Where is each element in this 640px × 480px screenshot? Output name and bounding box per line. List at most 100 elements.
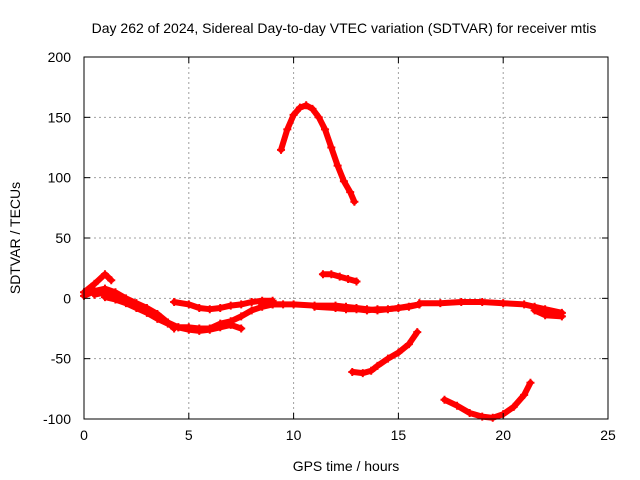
data-point: [314, 113, 323, 122]
data-point: [111, 295, 120, 304]
data-point: [321, 125, 330, 134]
data-point: [184, 300, 193, 309]
data-point: [107, 276, 116, 285]
data-point: [289, 300, 298, 309]
series-line-arc-1: [81, 271, 115, 296]
data-point: [237, 300, 246, 309]
y-tick-label: 100: [48, 170, 72, 186]
data-point: [557, 312, 566, 321]
data-point: [277, 145, 286, 154]
data-point: [352, 277, 361, 286]
data-point: [90, 279, 99, 288]
data-point: [394, 303, 403, 312]
data-point: [226, 301, 235, 310]
data-point: [100, 270, 109, 279]
data-point: [216, 319, 225, 328]
data-point: [195, 324, 204, 333]
grid-lines: [84, 57, 608, 419]
series-line-arc-10: [349, 329, 421, 377]
data-point: [247, 306, 256, 315]
data-point: [308, 104, 317, 113]
data-point: [339, 177, 348, 186]
data-point: [478, 297, 487, 306]
data-point: [530, 306, 539, 315]
data-point: [184, 323, 193, 332]
data-point: [373, 305, 382, 314]
data-point: [541, 311, 550, 320]
data-point: [457, 297, 466, 306]
data-point: [153, 314, 162, 323]
data-point: [352, 305, 361, 314]
data-point: [362, 306, 371, 315]
data-point: [121, 299, 130, 308]
x-tick-label: 15: [391, 427, 407, 443]
x-tick-label: 0: [80, 427, 88, 443]
data-point: [132, 303, 141, 312]
data-point: [283, 125, 292, 134]
x-tick-label: 25: [600, 427, 616, 443]
data-point: [358, 369, 367, 378]
data-point: [295, 103, 304, 112]
y-tick-label: 200: [48, 49, 72, 65]
data-series: [80, 101, 566, 422]
data-point: [170, 297, 179, 306]
data-point: [404, 340, 413, 349]
data-point: [90, 290, 99, 299]
data-point: [465, 408, 474, 417]
data-point: [346, 188, 355, 197]
y-tick-label: 50: [55, 230, 71, 246]
data-point: [488, 413, 497, 422]
data-point: [237, 324, 246, 333]
data-point: [526, 378, 535, 387]
series-line-arc-5: [171, 297, 276, 313]
y-tick-label: -50: [51, 351, 71, 367]
y-tick-label: 0: [63, 290, 71, 306]
data-point: [142, 308, 151, 317]
data-point: [226, 317, 235, 326]
data-point: [205, 324, 214, 333]
data-point: [289, 110, 298, 119]
data-point: [413, 328, 422, 337]
y-axis-label: SDTVAR / TECUs: [7, 182, 23, 294]
data-point: [216, 303, 225, 312]
data-point: [383, 354, 392, 363]
y-tick-label: -100: [43, 411, 71, 427]
data-point: [327, 270, 336, 279]
data-point: [302, 101, 311, 110]
data-point: [348, 367, 357, 376]
data-point: [310, 302, 319, 311]
data-point: [327, 143, 336, 152]
data-point: [258, 300, 267, 309]
data-point: [350, 197, 359, 206]
data-point: [237, 312, 246, 321]
data-point: [247, 297, 256, 306]
x-tick-label: 10: [286, 427, 302, 443]
x-axis-label: GPS time / hours: [293, 458, 400, 474]
series-line-arc-9: [311, 301, 423, 314]
series-line-arc-13: [441, 379, 534, 421]
data-point: [318, 270, 327, 279]
data-point: [195, 303, 204, 312]
data-point: [415, 299, 424, 308]
data-point: [404, 302, 413, 311]
data-point: [373, 361, 382, 370]
data-point: [163, 319, 172, 328]
data-point: [335, 272, 344, 281]
data-point: [383, 305, 392, 314]
y-tick-label: 150: [48, 109, 72, 125]
axis-ticks: 0 5 10 15 20 25 -100 -50 0 50 100 150 200: [43, 49, 616, 443]
x-tick-label: 5: [185, 427, 193, 443]
data-point: [440, 395, 449, 404]
data-point: [342, 305, 350, 314]
data-point: [367, 366, 376, 375]
data-point: [174, 323, 183, 332]
data-point: [499, 299, 508, 308]
x-tick-label: 20: [495, 427, 511, 443]
data-point: [205, 305, 214, 314]
data-point: [268, 300, 277, 309]
data-point: [333, 161, 342, 170]
series-line-arc-7: [278, 102, 358, 205]
data-point: [509, 402, 518, 411]
data-point: [331, 303, 340, 312]
